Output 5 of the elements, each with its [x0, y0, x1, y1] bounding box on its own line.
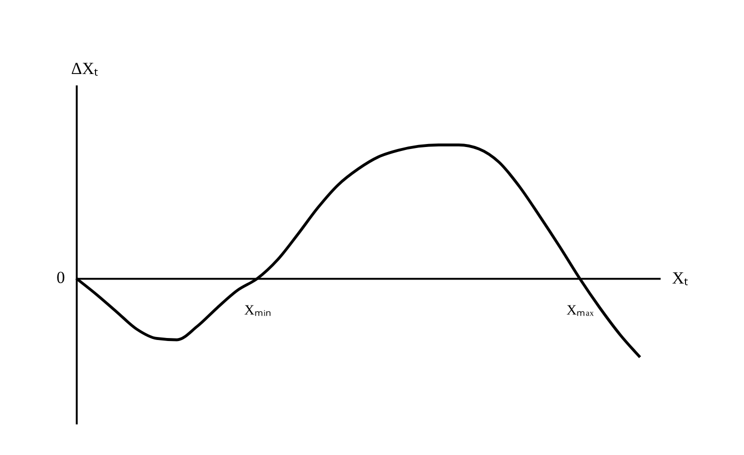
y-axis-title: ΔXₜ: [71, 59, 98, 78]
x-tick-label: Xₘₐₓ: [566, 302, 595, 319]
x-axis-title: Xₜ: [672, 268, 688, 288]
x-tick-label: Xₘᵢₙ: [244, 302, 272, 319]
text: 0: [56, 268, 65, 288]
